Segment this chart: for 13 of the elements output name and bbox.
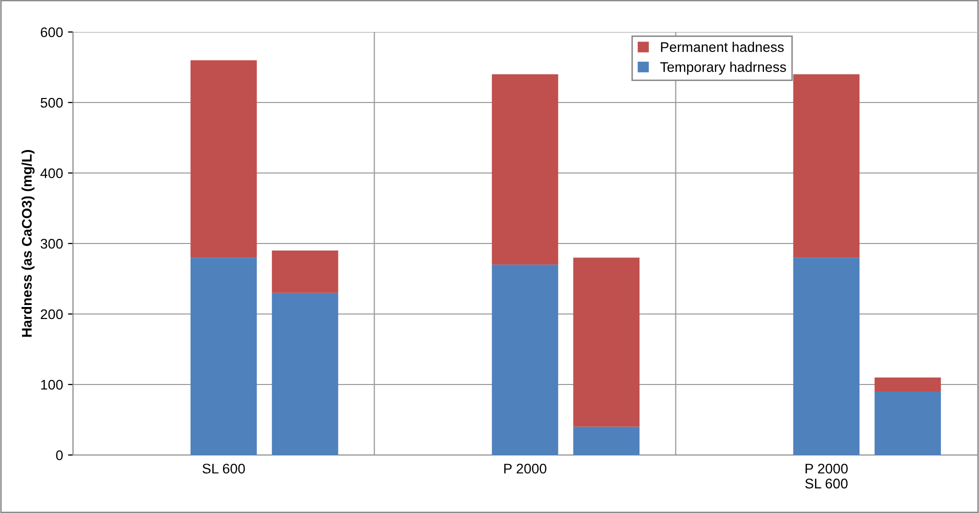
y-tick-label: 600 xyxy=(40,27,63,38)
x-tick-label: P 2000 xyxy=(504,464,546,474)
x-tick-label: SL 600 xyxy=(202,464,245,474)
y-tick-label: 100 xyxy=(41,380,63,390)
y-tick-label: 0 xyxy=(56,450,63,460)
y-tick-label: 500 xyxy=(40,98,63,108)
y-tick-label: 300 xyxy=(40,238,63,249)
y-axis-title: Hardness (as CaCO3) (mg/L) xyxy=(22,150,35,337)
y-tick-label: 400 xyxy=(40,168,63,178)
legend-label: Temporary hadrness xyxy=(660,62,786,75)
legend-label: Permanent hadness xyxy=(661,42,784,52)
x-tick-label: P 2000 SL 600 xyxy=(805,464,848,488)
y-tick-label: 200 xyxy=(40,309,63,320)
